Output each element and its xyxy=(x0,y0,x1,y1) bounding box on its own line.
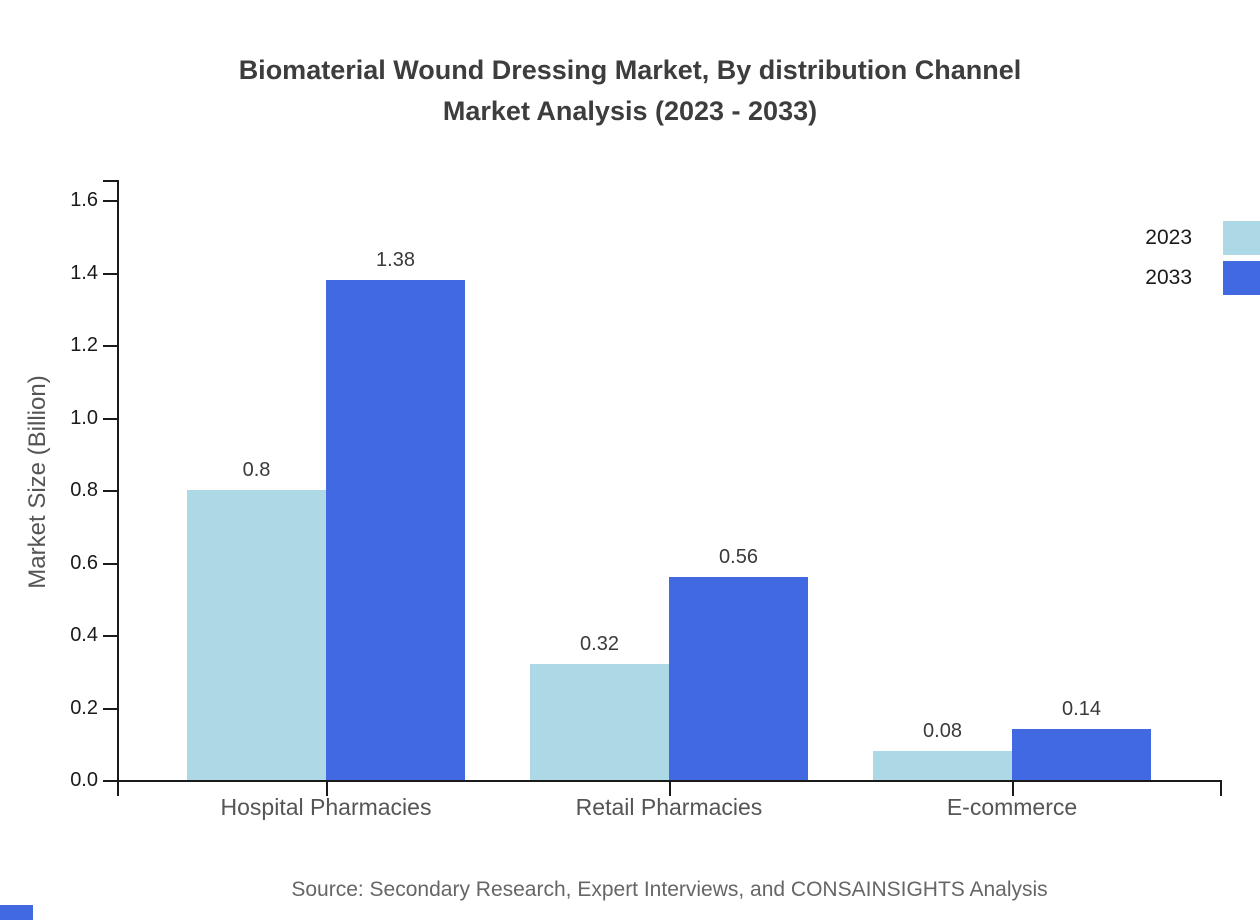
x-tick-mark xyxy=(669,782,671,796)
bar-2033 xyxy=(326,279,465,780)
legend-item-2023: 2023 xyxy=(0,221,1260,255)
bar-2033 xyxy=(669,577,808,780)
chart-title-line1: Biomaterial Wound Dressing Market, By di… xyxy=(238,55,1022,85)
y-tick-mark xyxy=(103,635,117,637)
bar-2033 xyxy=(1012,729,1151,780)
y-tick-mark xyxy=(103,707,117,710)
legend-swatch xyxy=(1223,261,1260,295)
y-tick-mark xyxy=(103,272,117,275)
bar-2023 xyxy=(873,751,1012,780)
y-axis-spine xyxy=(117,180,119,782)
x-axis-end-cap xyxy=(117,782,119,796)
legend-item-2033: 2033 xyxy=(0,261,1260,295)
chart-title-line2: Market Analysis (2023 - 2033) xyxy=(442,96,818,126)
corner-mark xyxy=(0,905,33,920)
chart-title: Biomaterial Wound Dressing Market, By di… xyxy=(0,50,1260,132)
x-tick-mark xyxy=(326,782,328,796)
y-tick-mark xyxy=(103,490,117,492)
y-tick-label: 0.8 xyxy=(70,479,98,501)
bar-value-label: 1.38 xyxy=(376,248,415,271)
bar-value-label: 0.08 xyxy=(923,720,962,742)
y-tick-mark xyxy=(103,562,117,565)
x-axis-end-cap xyxy=(1220,782,1222,796)
y-tick-mark xyxy=(103,780,117,782)
bar-2023 xyxy=(187,490,326,780)
category-label: E-commerce xyxy=(946,794,1078,820)
y-tick-mark xyxy=(103,200,117,202)
bar-value-label: 0.8 xyxy=(242,459,271,481)
bar-value-label: 0.32 xyxy=(580,633,619,655)
y-tick-label: 1.6 xyxy=(70,189,98,211)
y-axis-end-cap xyxy=(103,180,117,182)
bar-value-label: 0.14 xyxy=(1062,698,1101,721)
bar-value-label: 0.56 xyxy=(719,546,758,568)
y-tick-label: 0.0 xyxy=(70,769,98,791)
y-tick-label: 0.4 xyxy=(70,624,98,646)
y-tick-label: 0.6 xyxy=(70,551,98,574)
legend-swatch xyxy=(1223,221,1260,255)
x-axis-spine xyxy=(117,780,1222,782)
y-tick-label: 0.2 xyxy=(70,696,98,719)
bar-2023 xyxy=(530,664,669,780)
category-label: Hospital Pharmacies xyxy=(220,794,432,820)
y-tick-label: 1.0 xyxy=(70,406,98,429)
legend-label: 2033 xyxy=(1145,266,1192,289)
legend-label: 2023 xyxy=(1145,226,1192,249)
y-tick-label: 1.4 xyxy=(70,261,98,284)
y-tick-label: 1.2 xyxy=(70,334,98,356)
y-tick-mark xyxy=(103,345,117,347)
x-tick-mark xyxy=(1012,782,1014,796)
y-tick-mark xyxy=(103,417,117,420)
source-note: Source: Secondary Research, Expert Inter… xyxy=(291,878,1048,901)
category-label: Retail Pharmacies xyxy=(575,794,763,820)
